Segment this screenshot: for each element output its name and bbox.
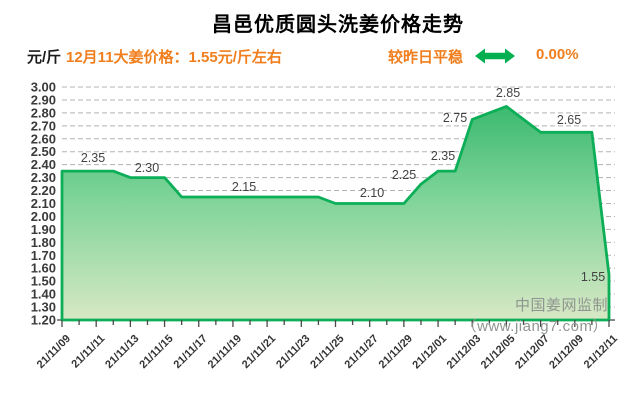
svg-text:1.40: 1.40 (31, 287, 56, 302)
svg-text:1.90: 1.90 (31, 222, 56, 237)
svg-text:2.40: 2.40 (31, 157, 56, 172)
svg-text:1.70: 1.70 (31, 248, 56, 263)
svg-text:21/11/27: 21/11/27 (342, 333, 380, 371)
svg-text:1.55: 1.55 (581, 270, 605, 284)
svg-text:21/12/11: 21/12/11 (582, 333, 620, 371)
x-axis-ticks (61, 320, 610, 327)
svg-text:1.60: 1.60 (31, 261, 56, 276)
svg-text:2.60: 2.60 (31, 131, 56, 146)
svg-text:2.25: 2.25 (392, 168, 416, 182)
svg-text:21/12/01: 21/12/01 (410, 333, 449, 372)
watermark-text: 中国姜网监制（www.jiang7.com） (461, 297, 608, 335)
svg-text:2.65: 2.65 (557, 113, 581, 127)
svg-text:2.15: 2.15 (232, 180, 256, 194)
data-point-labels: 2.35 2.30 2.15 2.10 2.25 2.35 2.75 2.85 2.65 1.55 (81, 86, 605, 284)
svg-text:1.50: 1.50 (31, 274, 56, 289)
svg-text:1.20: 1.20 (31, 313, 56, 328)
svg-text:2.30: 2.30 (31, 170, 56, 185)
svg-text:3.00: 3.00 (31, 80, 56, 95)
svg-text:2.10: 2.10 (360, 186, 384, 200)
svg-text:2.90: 2.90 (31, 92, 56, 107)
svg-text:2.75: 2.75 (443, 111, 467, 125)
svg-text:21/12/03: 21/12/03 (445, 333, 484, 372)
double-arrow-icon (474, 47, 516, 65)
svg-text:21/12/07: 21/12/07 (513, 333, 552, 372)
svg-text:21/11/21: 21/11/21 (240, 333, 278, 371)
svg-text:21/12/05: 21/12/05 (479, 333, 518, 372)
svg-text:2.30: 2.30 (135, 161, 159, 175)
svg-text:2.70: 2.70 (31, 118, 56, 133)
svg-text:1.80: 1.80 (31, 235, 56, 250)
svg-text:21/11/29: 21/11/29 (377, 333, 415, 371)
svg-text:21/11/19: 21/11/19 (206, 333, 244, 371)
trend-percent-value: 0.00% (536, 46, 579, 63)
y-axis-unit-label: 元/斤 (27, 49, 62, 66)
svg-text:21/11/11: 21/11/11 (69, 333, 107, 371)
svg-text:21/11/15: 21/11/15 (137, 333, 175, 371)
svg-text:2.35: 2.35 (81, 151, 105, 165)
svg-text:2.10: 2.10 (31, 196, 56, 211)
svg-text:2.80: 2.80 (31, 105, 56, 120)
svg-text:21/11/17: 21/11/17 (172, 333, 210, 371)
svg-text:21/11/23: 21/11/23 (274, 333, 312, 371)
svg-text:21/12/09: 21/12/09 (547, 333, 586, 372)
svg-text:2.50: 2.50 (31, 144, 56, 159)
x-axis-labels: 21/11/0921/11/1121/11/1321/11/1521/11/17… (35, 333, 620, 372)
page-title: 昌邑优质圆头洗姜价格走势 (212, 14, 464, 36)
svg-text:2.20: 2.20 (31, 183, 56, 198)
price-note-label: 12月11大姜价格：1.55元/斤左右 (66, 49, 282, 66)
y-axis-labels: 3.002.902.802.702.602.502.402.302.202.10… (31, 80, 56, 328)
svg-text:1.30: 1.30 (31, 300, 56, 315)
double-arrow-shape (475, 48, 515, 64)
price-area-series (60, 105, 611, 322)
svg-text:2.35: 2.35 (431, 149, 455, 163)
trend-status-label: 较昨日平稳 (388, 49, 464, 66)
svg-text:21/11/09: 21/11/09 (35, 333, 73, 371)
svg-text:2.85: 2.85 (496, 86, 520, 100)
svg-text:2.00: 2.00 (31, 209, 56, 224)
svg-text:21/11/13: 21/11/13 (103, 333, 141, 371)
svg-text:21/11/25: 21/11/25 (308, 333, 346, 371)
